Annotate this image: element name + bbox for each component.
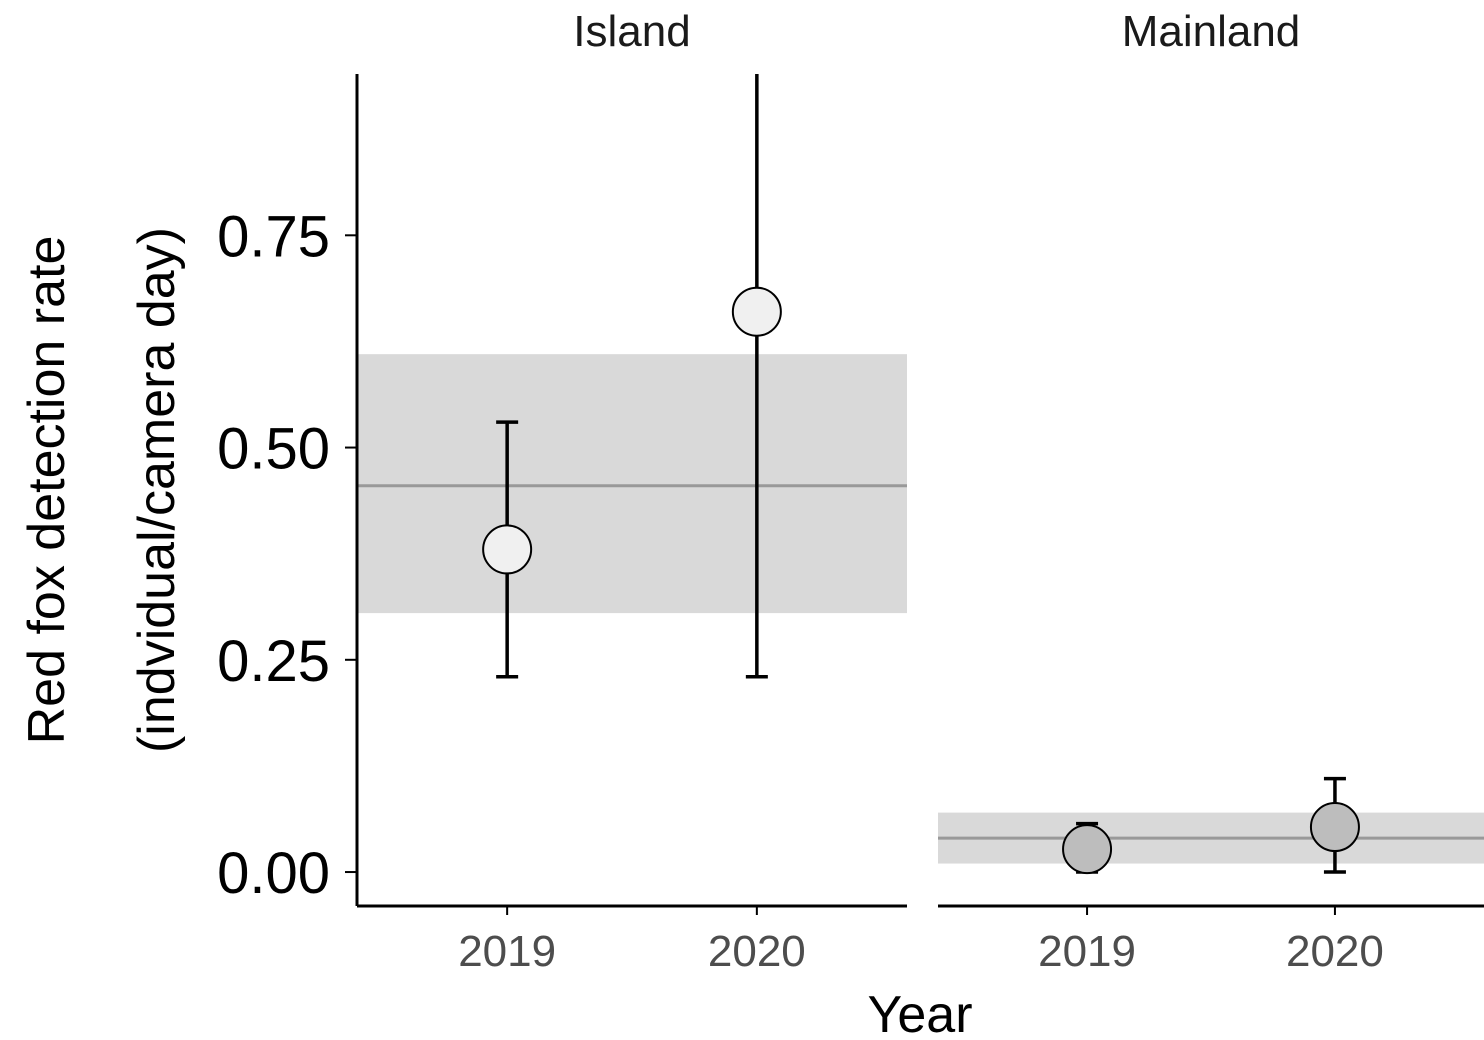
y-axis: 0.00 0.25 0.50 0.75 [217, 74, 359, 906]
data-point [1309, 802, 1360, 853]
y-tick-label: 0.25 [217, 629, 330, 694]
y-axis-title-line-1: Red fox detection rate [18, 236, 76, 745]
x-tick-label: 2019 [458, 927, 556, 976]
x-tick-label: 2020 [708, 927, 806, 976]
panel-title: Mainland [1122, 7, 1301, 56]
panel-title: Island [573, 7, 690, 56]
confidence-band [357, 354, 907, 614]
y-tick-label: 0.50 [217, 417, 330, 482]
y-tick-label: 0.75 [217, 204, 330, 269]
data-point [482, 524, 533, 575]
panels-layer: Island 2019 2020 Mainland 2019 2020 [357, 7, 1484, 976]
panel-mainland: Mainland 2019 2020 [938, 7, 1484, 976]
panel-island: Island 2019 2020 [357, 7, 907, 976]
x-tick-label: 2019 [1038, 927, 1136, 976]
y-tick-label: 0.00 [217, 841, 330, 906]
x-axis-title: Year [867, 986, 972, 1040]
x-tick-label: 2020 [1286, 927, 1384, 976]
data-point [731, 286, 782, 337]
y-axis-title-line-2: (indvidual/camera day) [128, 227, 186, 753]
data-point [1062, 824, 1113, 875]
error-bar [745, 74, 768, 679]
